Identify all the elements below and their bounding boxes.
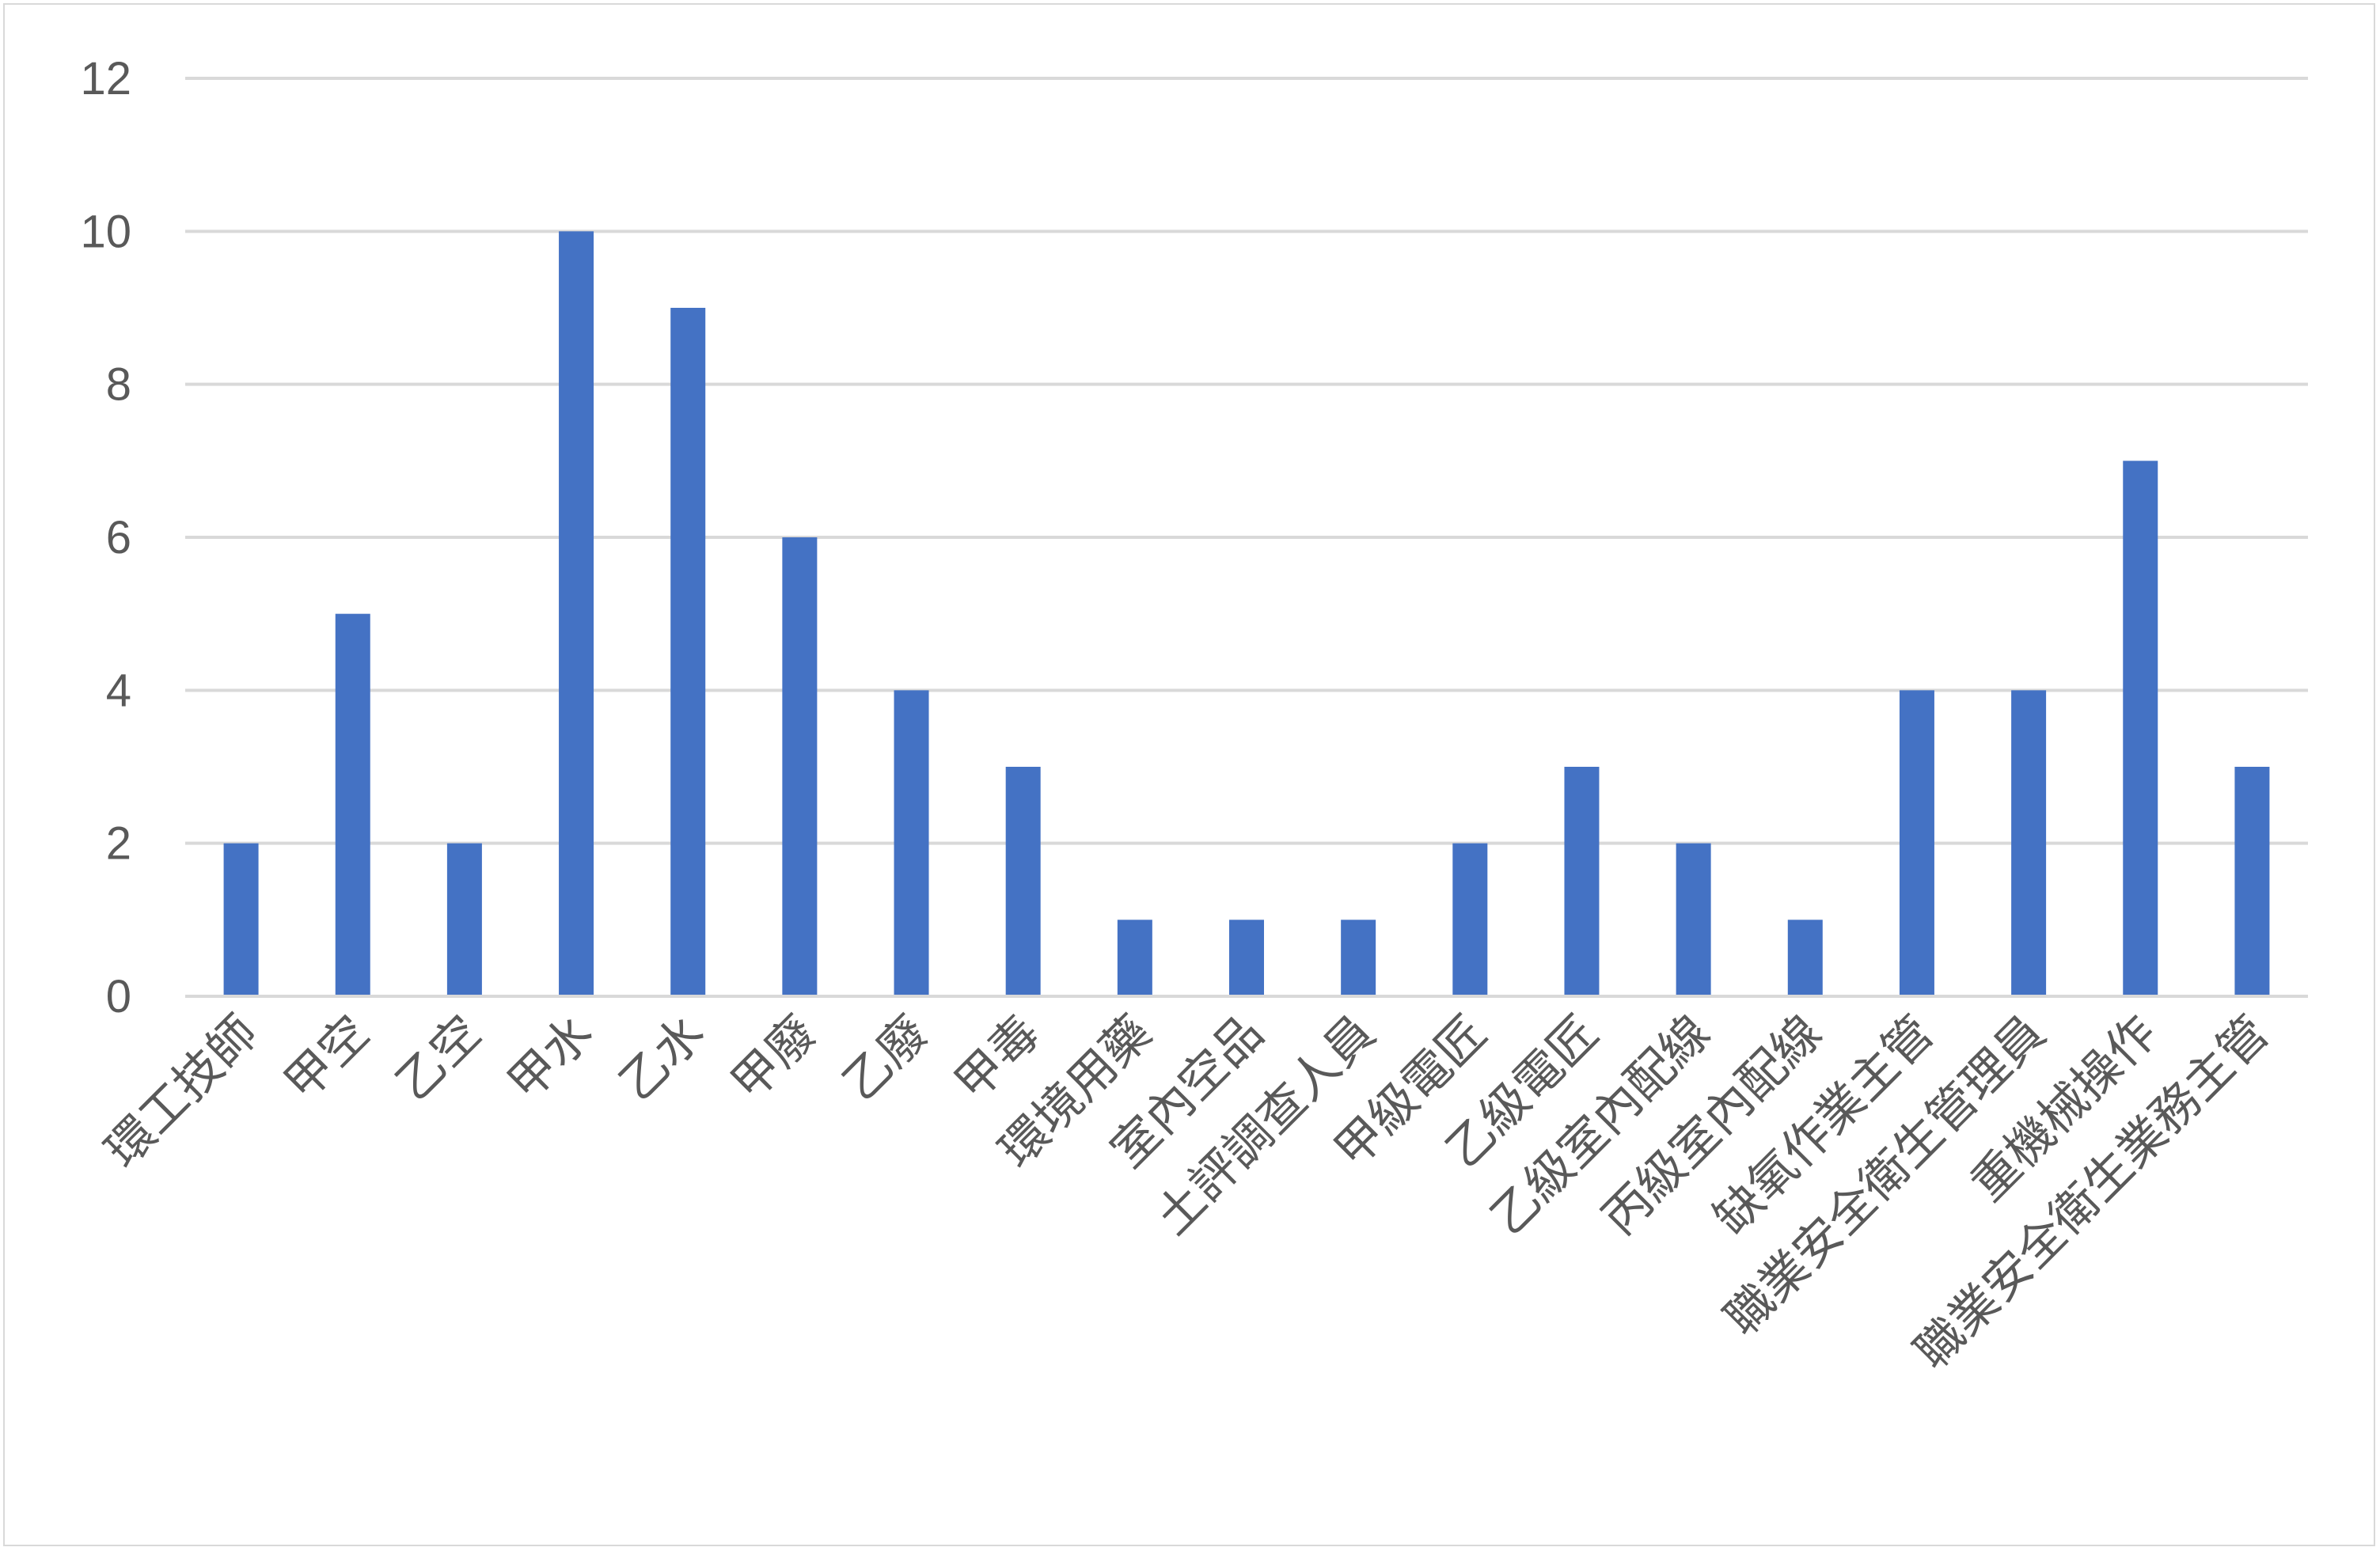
bar xyxy=(1229,920,1264,996)
bars xyxy=(223,231,2270,996)
bar xyxy=(670,308,706,996)
bar xyxy=(1341,920,1376,996)
x-tick-label: 乙空 xyxy=(385,1005,492,1111)
x-tick-label: 甲空 xyxy=(274,1005,380,1111)
y-tick-label: 10 xyxy=(80,206,131,257)
y-tick-label: 0 xyxy=(106,971,131,1022)
bar xyxy=(446,843,482,996)
y-tick-label: 8 xyxy=(106,359,131,411)
bar xyxy=(1452,843,1488,996)
chart-frame: 0 2 4 6 8 10 12 環工技師 甲空 乙空 甲水 乙水 甲廢 乙廢 甲毒 環境用藥 室內空品 土評調查… xyxy=(3,3,2375,1546)
bar xyxy=(782,537,818,996)
x-axis-labels: 環工技師 甲空 乙空 甲水 乙水 甲廢 乙廢 甲毒環境用藥室內空品土評調查人員甲級電匠乙級電匠… xyxy=(95,1005,2279,1380)
gridlines xyxy=(185,77,2308,845)
y-axis-ticks: 0 2 4 6 8 10 12 xyxy=(80,53,131,1022)
bar xyxy=(335,613,370,996)
bar xyxy=(1676,843,1711,996)
bar xyxy=(1787,920,1823,996)
bar xyxy=(223,843,259,996)
y-tick-label: 2 xyxy=(106,818,131,870)
bar xyxy=(894,690,929,996)
bar-chart: 0 2 4 6 8 10 12 環工技師 甲空 乙空 甲水 乙水 甲廢 乙廢 甲毒環境用藥室內空品土評調查… xyxy=(80,53,2308,1380)
bar xyxy=(2011,690,2047,996)
bar xyxy=(1564,767,1600,996)
bar xyxy=(2123,461,2158,996)
x-tick-label: 乙水 xyxy=(609,1005,715,1111)
bar xyxy=(1117,920,1152,996)
bar xyxy=(559,231,594,996)
y-tick-label: 12 xyxy=(80,53,131,104)
bar xyxy=(1005,767,1041,996)
y-tick-label: 4 xyxy=(106,665,131,716)
x-tick-label: 甲廢 xyxy=(721,1005,827,1111)
y-tick-label: 6 xyxy=(106,512,131,563)
bar xyxy=(1899,690,1934,996)
x-tick-label: 甲水 xyxy=(497,1005,603,1111)
x-tick-label: 乙廢 xyxy=(833,1005,939,1111)
bar xyxy=(2234,767,2270,996)
x-tick-label: 環工技師 xyxy=(95,1005,268,1178)
